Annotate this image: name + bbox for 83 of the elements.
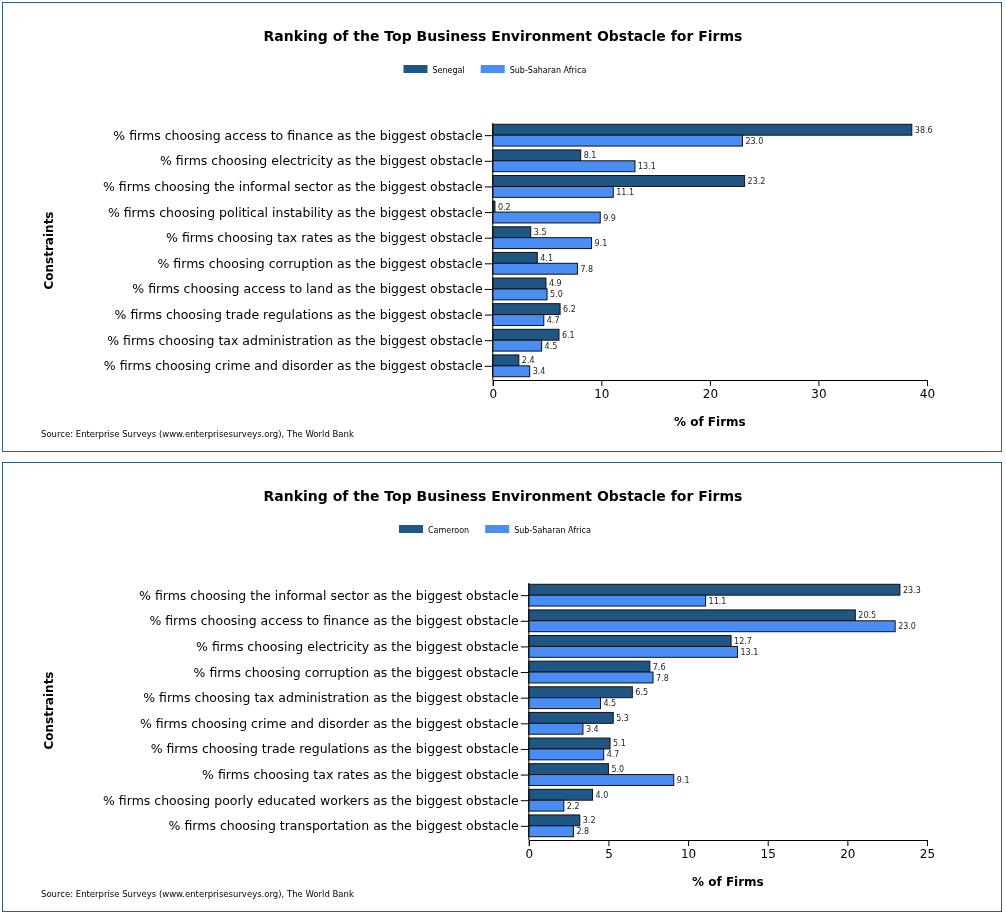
data-label: 13.1 xyxy=(740,647,759,657)
data-label: 6.1 xyxy=(561,330,575,340)
data-label: 12.7 xyxy=(734,636,752,646)
data-label: 23.3 xyxy=(902,585,921,595)
data-label: 23.0 xyxy=(745,136,764,146)
data-label: 4.1 xyxy=(540,253,554,263)
y-tick-label: % firms choosing tax administration as the biggest obstacle xyxy=(143,690,520,706)
data-label: 5.0 xyxy=(550,290,563,300)
data-label: 38.6 xyxy=(914,125,933,135)
data-label: 9.9 xyxy=(603,213,616,223)
x-tick-label: 40 xyxy=(919,386,936,401)
x-tick-label: 25 xyxy=(919,846,936,861)
y-tick-label: % firms choosing access to finance as the biggest obstacle xyxy=(113,127,484,143)
x-tick-label: 0 xyxy=(489,386,498,401)
x-tick-label: 0 xyxy=(525,846,534,861)
y-tick-label: % firms choosing tax rates as the biggest obstacle xyxy=(166,230,484,246)
x-tick-label: 10 xyxy=(680,846,697,861)
y-tick-label: % firms choosing political instability as the biggest obstacle xyxy=(107,204,484,220)
data-label: 3.2 xyxy=(582,816,596,826)
x-tick-label: 20 xyxy=(702,386,719,401)
data-label: 5.1 xyxy=(613,739,626,749)
legend-label: Senegal xyxy=(432,65,465,75)
data-label: 7.6 xyxy=(652,662,666,672)
y-tick-label: % firms choosing tax rates as the biggest obstacle xyxy=(202,767,520,783)
data-label: 5.3 xyxy=(616,713,629,723)
y-tick-label: % firms choosing transportation as the biggest obstacle xyxy=(168,818,520,834)
y-tick-label: % firms choosing crime and disorder as the biggest obstacle xyxy=(103,358,484,374)
y-tick-label: % firms choosing trade regulations as the biggest obstacle xyxy=(114,307,484,323)
chart-title: Ranking of the Top Business Environment Obstacle for Firms xyxy=(263,28,743,44)
y-tick-label: % firms choosing access to finance as the biggest obstacle xyxy=(149,613,520,629)
data-label: 2.4 xyxy=(521,356,535,366)
x-tick-label: 20 xyxy=(840,846,856,861)
y-tick-label: % firms choosing corruption as the biggest obstacle xyxy=(157,255,484,271)
x-axis-title: % of Firms xyxy=(674,415,746,429)
data-label: 3.4 xyxy=(532,367,546,377)
data-label: 9.1 xyxy=(594,239,608,249)
data-label: 5.0 xyxy=(611,765,625,775)
y-tick-label: % firms choosing electricity as the biggest obstacle xyxy=(160,153,484,169)
y-tick-label: % firms choosing corruption as the biggest obstacle xyxy=(193,664,520,680)
x-tick-label: 10 xyxy=(594,386,610,401)
x-tick-label: 30 xyxy=(811,386,827,401)
data-label: 3.4 xyxy=(585,724,599,734)
data-label: 20.5 xyxy=(858,611,877,621)
y-tick-label: % firms choosing crime and disorder as the biggest obstacle xyxy=(139,715,520,731)
data-label: 23.2 xyxy=(747,176,766,186)
data-label: 4.5 xyxy=(544,341,558,351)
data-label: 6.2 xyxy=(563,305,576,315)
data-label: 7.8 xyxy=(580,264,594,274)
source-note: Source: Enterprise Surveys (www.enterprisesurveys.org), The World Bank xyxy=(41,429,354,439)
chart-title: Ranking of the Top Business Environment Obstacle for Firms xyxy=(263,488,743,504)
y-tick-label: % firms choosing tax administration as the biggest obstacle xyxy=(107,332,484,348)
data-label: 9.1 xyxy=(676,776,690,786)
y-axis-title: Constraints xyxy=(42,211,56,290)
source-note: Source: Enterprise Surveys (www.enterprisesurveys.org), The World Bank xyxy=(41,889,354,899)
legend-label: Sub-Saharan Africa xyxy=(514,525,591,535)
x-tick-label: 5 xyxy=(605,846,613,861)
y-axis-title: Constraints xyxy=(42,671,56,750)
data-label: 13.1 xyxy=(637,162,656,172)
y-tick-label: % firms choosing poorly educated workers as the biggest obstacle xyxy=(103,792,520,808)
data-label: 4.0 xyxy=(595,790,609,800)
data-label: 6.5 xyxy=(635,688,649,698)
y-tick-label: % firms choosing the informal sector as the biggest obstacle xyxy=(139,587,520,603)
data-label: 8.1 xyxy=(583,151,597,161)
legend-label: Cameroon xyxy=(428,525,470,535)
data-label: 4.9 xyxy=(548,279,562,289)
legend-label: Sub-Saharan Africa xyxy=(509,65,587,75)
x-tick-label: 15 xyxy=(760,846,776,861)
data-label: 11.1 xyxy=(708,596,727,606)
data-label: 23.0 xyxy=(898,622,916,632)
data-label: 4.7 xyxy=(606,750,620,760)
y-tick-label: % firms choosing electricity as the biggest obstacle xyxy=(196,638,520,654)
data-label: 2.8 xyxy=(576,827,590,837)
y-tick-label: % firms choosing access to land as the biggest obstacle xyxy=(132,281,484,297)
data-label: 7.8 xyxy=(656,673,669,683)
data-label: 4.5 xyxy=(603,699,617,709)
data-label: 2.2 xyxy=(566,801,580,811)
data-label: 11.1 xyxy=(616,187,635,197)
data-label: 3.5 xyxy=(533,228,547,238)
x-axis-title: % of Firms xyxy=(692,875,764,889)
data-label: 4.7 xyxy=(546,316,560,326)
y-tick-label: % firms choosing trade regulations as the biggest obstacle xyxy=(150,741,520,757)
data-label: 0.2 xyxy=(497,202,511,212)
y-tick-label: % firms choosing the informal sector as the biggest obstacle xyxy=(103,178,484,194)
